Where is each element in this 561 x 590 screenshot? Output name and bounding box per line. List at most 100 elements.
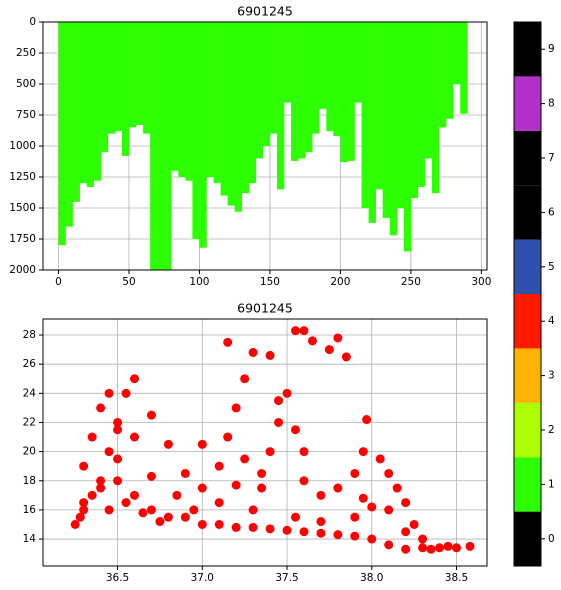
bar (150, 22, 158, 270)
bar (424, 22, 433, 159)
point (333, 530, 343, 540)
point (189, 505, 199, 515)
colorbar-cell (514, 402, 541, 458)
point (87, 432, 97, 442)
colorbar-cell (514, 457, 541, 512)
point (409, 519, 419, 529)
point (96, 483, 106, 493)
bar (255, 22, 264, 159)
point (121, 498, 131, 508)
bar (340, 22, 348, 163)
point (113, 417, 123, 427)
point (79, 505, 89, 515)
point (75, 512, 85, 522)
point (197, 519, 207, 529)
y-tick-label: 1 (548, 478, 555, 490)
point (248, 348, 258, 358)
y-tick-label: 1500 (9, 202, 36, 214)
point (401, 527, 411, 537)
y-tick-label: 1750 (9, 233, 36, 245)
point (291, 326, 301, 336)
colorbar-cell (514, 130, 541, 186)
y-tick-label: 2000 (9, 264, 36, 276)
bar (220, 22, 228, 196)
x-tick-label: 38.5 (445, 572, 468, 584)
bar (453, 22, 461, 84)
plot-area (43, 319, 487, 566)
bar (333, 22, 341, 137)
point (214, 498, 224, 508)
y-tick-label: 26 (23, 358, 37, 370)
point (248, 505, 258, 515)
bar (213, 22, 221, 184)
bar (136, 22, 144, 125)
point (265, 524, 275, 534)
point (138, 508, 148, 518)
bar (410, 22, 419, 199)
point (426, 544, 436, 554)
point (384, 468, 394, 478)
bar (446, 22, 454, 119)
point (197, 439, 207, 449)
x-tick-label: 37.5 (275, 572, 298, 584)
bar (347, 22, 355, 161)
x-tick-label: 0 (55, 276, 62, 288)
bar (269, 22, 278, 134)
point (358, 493, 368, 503)
point (231, 480, 241, 490)
x-tick-label: 100 (189, 276, 209, 288)
bar (248, 22, 257, 184)
y-tick-label: 750 (16, 109, 36, 121)
point (113, 454, 123, 464)
point (401, 544, 411, 554)
point (96, 476, 106, 486)
colorbar-frame (513, 21, 542, 567)
chart-title: 6901245 (237, 301, 293, 316)
point (146, 410, 156, 420)
point (265, 350, 275, 360)
x-tick-label: 38.0 (360, 572, 383, 584)
point (350, 531, 360, 541)
y-tick-label: 250 (16, 47, 36, 59)
bar (354, 22, 362, 103)
point (299, 326, 309, 336)
point (172, 490, 182, 500)
y-tick-label: 24 (23, 387, 37, 399)
bar (143, 22, 151, 134)
bar (403, 22, 412, 252)
point (130, 432, 140, 442)
point (316, 528, 326, 538)
bar (305, 22, 313, 153)
point (367, 502, 377, 512)
point (362, 415, 372, 425)
bar (227, 22, 235, 206)
point (435, 543, 445, 553)
y-tick-label: 1000 (9, 140, 36, 152)
x-tick-label: 150 (260, 276, 280, 288)
bar (460, 22, 468, 114)
bar (439, 22, 447, 128)
axes-frame (42, 318, 488, 567)
point (299, 476, 309, 486)
point (384, 540, 394, 550)
point (358, 447, 368, 457)
axes-frame (42, 21, 488, 271)
y-tick-label: 18 (23, 475, 36, 487)
point (392, 483, 402, 493)
bar (276, 22, 285, 190)
bar (185, 22, 193, 181)
point (248, 522, 258, 532)
point (240, 454, 250, 464)
point (291, 512, 301, 522)
point (96, 403, 106, 413)
colorbar-cell (514, 76, 541, 131)
bar (100, 22, 109, 153)
point (180, 512, 190, 522)
bar (389, 22, 398, 236)
point (146, 505, 156, 515)
bar (291, 22, 299, 161)
point (282, 525, 292, 535)
bar (262, 22, 271, 146)
bar (432, 22, 440, 194)
point (443, 541, 453, 551)
